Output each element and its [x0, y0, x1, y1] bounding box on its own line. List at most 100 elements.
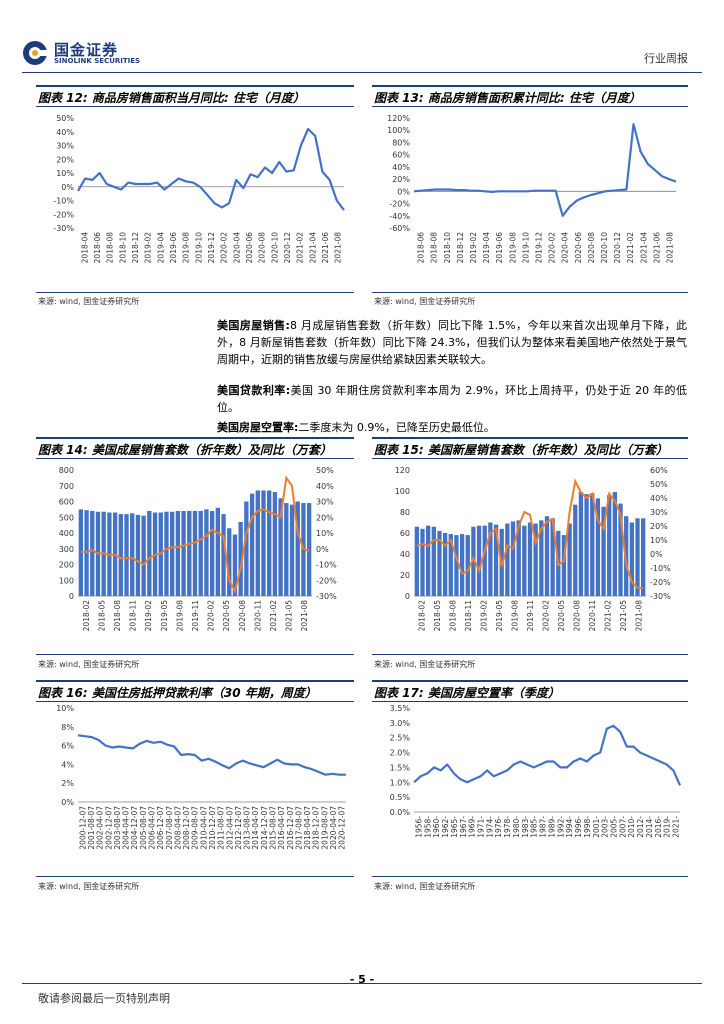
fig15-ytick-label: 120 — [395, 466, 410, 475]
fig12-xtick-label: 2021-06 — [321, 232, 330, 264]
fig13-xtick-label: 2019-12 — [534, 232, 543, 264]
fig12-ytick-label: 0% — [61, 183, 74, 192]
fig14-bar — [289, 504, 295, 596]
fig15-xtick-label: 2020-08 — [572, 600, 581, 632]
fig16-chart: 10% 8% 6% 4% 2% 0% 2000-12-07 2001-08-07 2002-04… — [56, 704, 347, 850]
fig12-xtick-label: 2019-02 — [144, 232, 153, 264]
fig16-xtick-label: 2020-12-07 — [338, 806, 347, 850]
fig14-bar — [209, 510, 215, 596]
fig14-ytick-label: 700 — [59, 482, 74, 491]
fig15-yoy-line — [416, 478, 644, 589]
fig15-bar — [607, 495, 612, 596]
fig15-xtick-label: 2018-08 — [449, 600, 458, 632]
fig14-bar — [295, 501, 300, 596]
fig15-y2tick-label: 10% — [650, 536, 668, 545]
fig15-bar — [493, 524, 499, 596]
fig15-y2tick-label: 50% — [650, 480, 668, 489]
fig12-xtick-label: 2018-04 — [80, 232, 89, 264]
fig14-bar — [227, 528, 232, 596]
fig14-xtick-label: 2018-11 — [129, 600, 138, 632]
fig17-title-rule — [372, 701, 688, 702]
fig13-ytick-label: 80% — [392, 138, 410, 147]
fig16-source: 来源: wind, 国金证券研究所 — [38, 882, 140, 891]
fig14-bar — [181, 510, 186, 596]
fig13-ytick-label: 60% — [392, 151, 410, 160]
fig17-ytick-label: 2.5% — [390, 734, 411, 743]
fig16-xtick-label: 2020-04-07 — [329, 806, 338, 850]
fig12-xtick-label: 2020-02 — [220, 232, 229, 264]
fig14-bar — [135, 514, 141, 596]
fig12-xtick-label: 2018-12 — [131, 232, 140, 264]
fig17-series-line — [413, 724, 682, 786]
fig15-y2tick-label: -10% — [650, 564, 671, 573]
fig17-xtick-label: 1962- — [441, 816, 450, 838]
fig17-xtick-label: 1996- — [574, 816, 583, 838]
fig16-title-rule — [36, 701, 354, 702]
fig15-ytick-label: 100 — [395, 487, 410, 496]
fig17-xtick-label: 2016- — [654, 816, 663, 838]
fig16-title: 图表 16: 美国住房抵押贷款利率（30 年期，周度） — [38, 686, 317, 700]
fig14-y2tick-label: -20% — [316, 576, 337, 585]
fig17-xtick-label: 1967- — [459, 816, 468, 838]
fig13-xtick-label: 2020-04 — [561, 232, 570, 264]
fig13-ytick-label: -60% — [389, 224, 410, 233]
fig14-title: 图表 14: 美国成屋销售套数（折年数）及同比（万套） — [38, 443, 332, 457]
paragraph-home-sales-label: 美国房屋销售: — [217, 319, 290, 332]
fig14-chart: 800 700 600 500 400 300 200 100 0 50% 40% 30% 20% 10%… — [59, 466, 337, 632]
fig13-xtick-label: 2020-08 — [587, 232, 596, 264]
fig15-y2tick-label: -30% — [650, 592, 671, 601]
fig14-bar — [221, 514, 226, 596]
fig14-ytick-label: 400 — [59, 529, 74, 538]
fig15-xtick-label: 2020-11 — [588, 600, 597, 632]
fig16-ytick-label: 6% — [61, 742, 74, 751]
logo-en-text: SINOLINK SECURITIES — [54, 57, 141, 65]
fig15-bar — [471, 526, 476, 596]
fig12-ytick-label: -30% — [53, 224, 74, 233]
fig15-xtick-label: 2020-02 — [541, 600, 550, 632]
fig12-ytick-label: 20% — [56, 155, 74, 164]
fig16-xtick-label: 2014-04-07 — [251, 806, 260, 850]
fig13-xtick-label: 2019-08 — [508, 232, 517, 264]
fig15-title: 图表 15: 美国新屋销售套数（折年数）及同比（万套） — [374, 443, 668, 457]
fig17-xtick-label: 1983- — [521, 816, 530, 838]
fig13-xtick-label: 2020-06 — [574, 232, 583, 264]
fig14-ytick-label: 200 — [59, 561, 74, 570]
fig15-xtick-label: 2019-11 — [526, 600, 535, 632]
fig13-chart: 120% 100% 80% 60% 40% 20% 0% -20% -40% -60% 2018-0… — [387, 114, 677, 264]
fig13-xtick-label: 2018-06 — [417, 232, 426, 264]
fig16-xtick-label: 2010-12-07 — [208, 806, 217, 850]
fig14-bar — [84, 510, 89, 596]
fig15-xtick-label: 2020-05 — [557, 600, 566, 632]
fig17-bottom-rule — [372, 876, 688, 877]
fig14-xtick-label: 2018-02 — [82, 600, 91, 632]
fig13-ytick-label: -20% — [389, 200, 410, 209]
fig15-bar — [584, 494, 589, 596]
fig12-xtick-label: 2019-12 — [207, 232, 216, 264]
fig14-xtick-label: 2020-11 — [253, 600, 262, 632]
fig17-xtick-label: 1969- — [468, 816, 477, 838]
fig16-xtick-label: 2019-08-07 — [320, 806, 329, 850]
fig17-xtick-label: 2014- — [645, 816, 654, 838]
fig13-xtick-label: 2021-08 — [665, 232, 674, 264]
fig14-y2tick-label: 50% — [316, 466, 334, 475]
fig14-xtick-label: 2021-02 — [269, 600, 278, 632]
fig13-series-line — [413, 123, 677, 217]
paragraph-mortgage-rate-label: 美国贷款利率: — [217, 384, 291, 397]
fig16-xtick-label: 2013-08-07 — [243, 806, 252, 850]
fig15-bar — [414, 526, 419, 596]
fig14-xtick-label: 2020-02 — [207, 600, 216, 632]
fig14-ytick-label: 0 — [69, 592, 74, 601]
fig15-xtick-label: 2021-05 — [619, 600, 628, 632]
paragraph-mortgage-rate-body: 美国 30 年期住房贷款利率本周为 2.9%，环比上周持平，仍处于近 20 年的… — [217, 384, 687, 414]
fig15-bar — [476, 525, 482, 596]
fig16-ytick-label: 2% — [61, 779, 74, 788]
fig14-bar — [147, 510, 152, 596]
fig17-xtick-label: 1989- — [547, 816, 556, 838]
fig17-ytick-label: 3.5% — [390, 704, 411, 713]
fig16-bottom-rule — [36, 876, 354, 877]
fig15-bar — [544, 516, 550, 596]
fig16-xtick-label: 2008-12-07 — [182, 806, 191, 850]
fig12-series-line — [77, 127, 345, 211]
fig17-xtick-label: 1976- — [494, 816, 503, 838]
fig17-ytick-label: 3.0% — [390, 719, 411, 728]
